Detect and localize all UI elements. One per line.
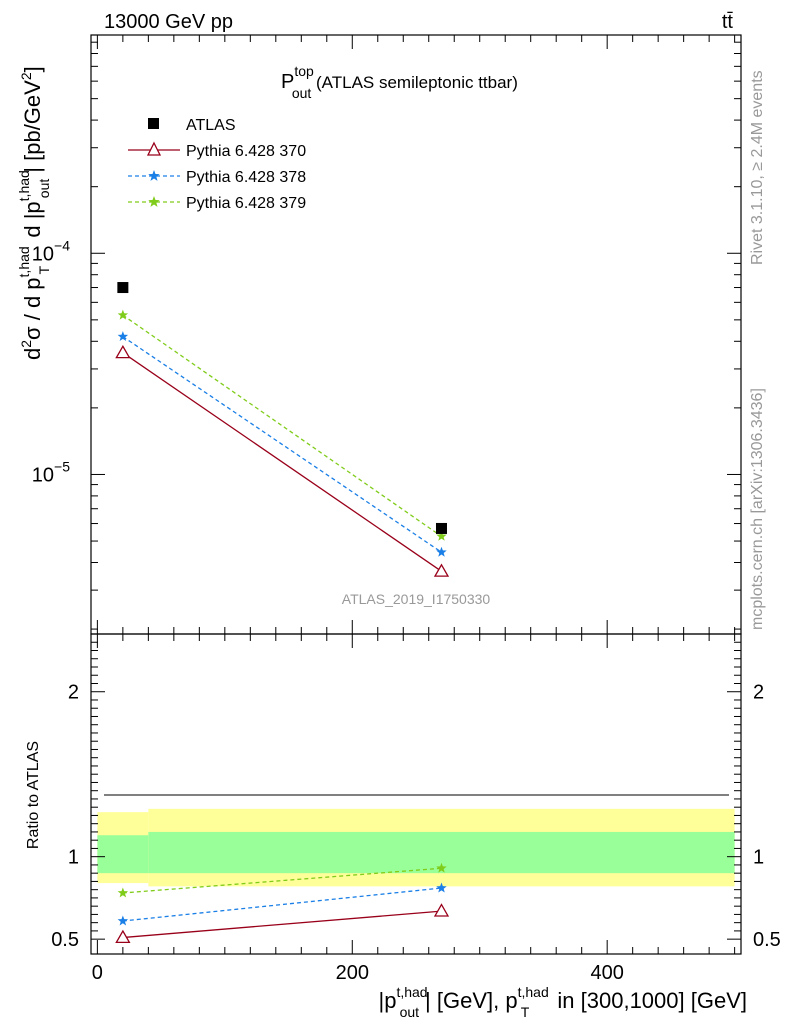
ratio-band-inner [97,835,149,874]
ratio-y-tick-label-right: 0.5 [753,929,781,951]
ratio-point-py379 [117,887,129,898]
x-title-part-1: |p [378,988,396,1013]
main-point-py370 [433,563,450,577]
tick-base: 10 [32,464,54,486]
header-left: 13000 GeV pp [104,11,233,33]
main-point-py379 [436,530,447,541]
ratio-point-py378 [436,882,447,893]
x-title-sup-2: t,had [518,984,549,1000]
legend-entry-py370: Pythia 6.428 370 [128,141,306,160]
legend-marker-py370 [146,141,162,156]
main-y-tick-labels: 10−410−5 [32,237,70,486]
x-title-sub-1: out [400,1004,420,1020]
mcplots-label: mcplots.cern.ch [arXiv:1306.3436] [749,388,766,630]
legend-marker-atlas [148,118,159,129]
ratio-plot-panel: 0.5 0.51 12 20 200 400 Ratio to ATLAS |pt,had… [25,633,781,1020]
chart-title-rest: (ATLAS semileptonic ttbar) [311,73,518,92]
main-point-py378 [436,546,447,557]
chart-title-main: P [281,71,294,93]
main-y-tick-label: 10−4 [32,237,70,265]
legend-label-py378: Pythia 6.428 378 [186,169,306,186]
main-line-py370 [122,352,442,572]
ratio-axis-ticks [91,633,741,954]
ratio-point-py370 [115,929,131,944]
chart-title-sup: top [294,63,314,79]
legend-entry-py378: Pythia 6.428 378 [128,169,306,186]
ratio-y-tick-label-left: 0.5 [51,929,79,951]
main-line-py379 [122,314,442,537]
ratio-plot-frame [90,633,742,955]
rivet-version-label: Rivet 3.1.10, ≥ 2.4M events [749,70,766,265]
ratio-series-layer [115,862,450,944]
legend-entry-atlas: ATLAS [148,117,236,134]
x-title-sup-1: t,had [396,984,427,1000]
main-point-py379 [117,309,129,320]
ratio-y-tick-label-right: 2 [753,682,764,704]
x-title-sub-2: T [521,1004,530,1020]
tick-exponent: −5 [54,458,70,474]
legend-label-atlas: ATLAS [186,117,236,134]
ratio-point-py378 [117,915,129,926]
x-axis-title: |pt,had out | [GeV], pt,had T in [300,1000]… [378,984,747,1020]
x-title-part-2: | [GeV], p [425,988,518,1013]
x-title-part-3: in [300,1000] [GeV] [551,988,747,1013]
tick-base: 10 [32,243,54,265]
main-line-py378 [122,336,442,553]
ratio-y-tick-label-left: 1 [68,847,79,869]
ratio-uncertainty-bands [97,808,735,887]
ratio-y-tick-label-right: 1 [753,847,764,869]
ratio-tick-labels: 0.5 0.5 1 1 2 2 0 200 400 [51,682,781,984]
main-point-data [435,522,447,534]
main-point-py378 [117,331,129,342]
chart-title-sub: out [292,85,312,101]
legend-entry-py379: Pythia 6.428 379 [128,195,306,212]
legend-label-py379: Pythia 6.428 379 [186,195,306,212]
main-plot-panel: 10−410−5 Ptop out (ATLAS semileptonic ttb… [16,34,742,635]
main-series-layer [115,282,450,577]
main-y-tick-label: 10−5 [32,458,70,486]
ratio-line-py378 [122,887,442,922]
ratio-point-py379 [436,862,447,873]
ratio-point-py370 [433,903,450,917]
chart-title: Ptop out (ATLAS semileptonic ttbar) [281,63,518,101]
header-right: tt̄ [722,11,734,33]
legend: ATLAS Pythia 6.428 370 Pythia 6.428 378 … [128,117,306,212]
analysis-watermark: ATLAS_2019_I1750330 [342,591,491,607]
x-tick-label: 400 [590,962,623,984]
ratio-line-py370 [122,910,442,939]
main-y-axis-title: d2σ / d pt,had T d |pt,had out| [pb/GeV2] [16,66,52,360]
main-axis-ticks [91,35,741,634]
main-point-py370 [115,344,131,359]
legend-label-py370: Pythia 6.428 370 [186,143,306,160]
x-tick-label: 0 [92,962,103,984]
legend-marker-py379 [148,196,160,207]
legend-marker-py378 [148,170,160,181]
x-tick-label: 200 [336,962,369,984]
ratio-y-tick-label-left: 2 [68,682,79,704]
main-point-data [117,282,129,294]
ratio-line-py379 [122,867,442,894]
tick-exponent: −4 [54,237,70,253]
ratio-y-axis-title: Ratio to ATLAS [25,741,42,849]
